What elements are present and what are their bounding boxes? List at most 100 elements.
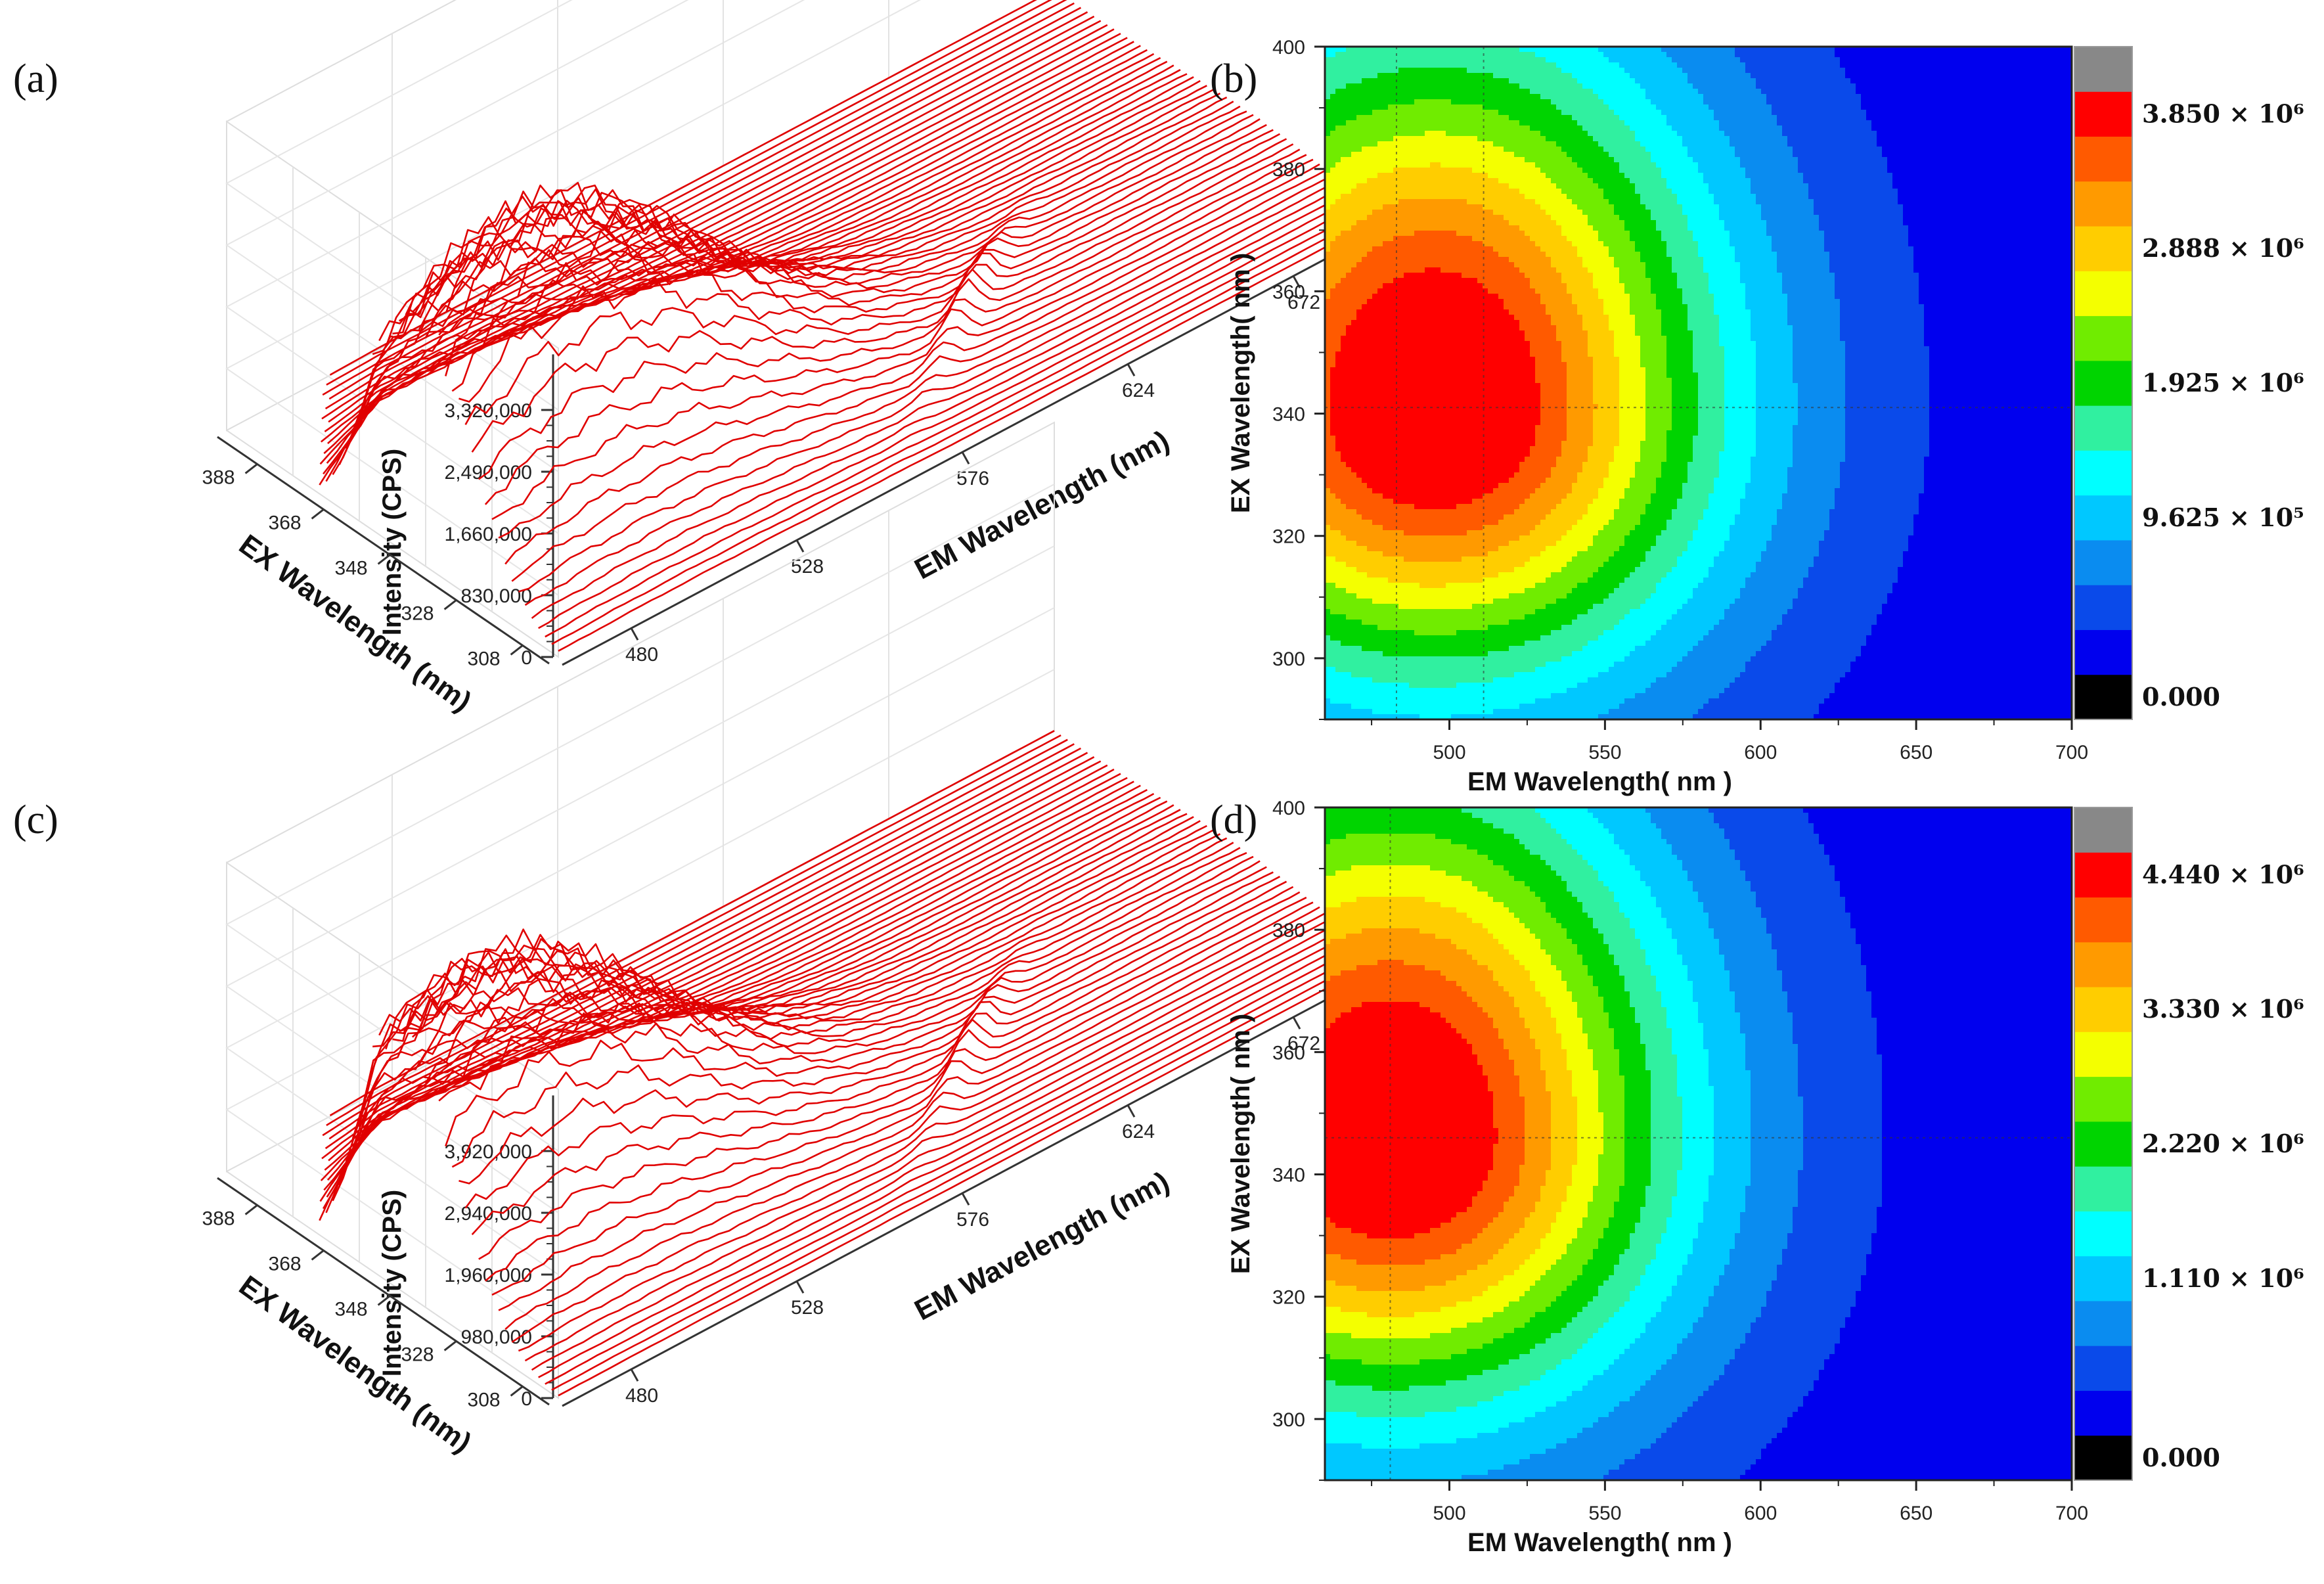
contour-cell	[1551, 1128, 1577, 1133]
contour-cell	[1588, 1202, 1614, 1207]
contour-cell	[1462, 1475, 1603, 1480]
contour-cell	[1640, 1386, 1709, 1391]
contour-cell	[1803, 1149, 1882, 1154]
contour-cell	[1582, 467, 1609, 472]
contour-cell	[1619, 1401, 1693, 1407]
contour-cell	[1467, 1323, 1525, 1328]
contour-cell	[1330, 367, 1535, 373]
contour-cell	[1519, 960, 1551, 965]
contour-cell	[1498, 1128, 1525, 1133]
contour-cell	[1640, 1275, 1677, 1280]
contour-cell	[1325, 1249, 1456, 1254]
contour-cell	[1451, 939, 1498, 944]
spectrum-trace	[551, 951, 1380, 1391]
contour-cell	[1624, 986, 1656, 991]
contour-cell	[1693, 588, 1740, 593]
contour-cell	[1346, 535, 1519, 541]
contour-cell	[1535, 425, 1567, 430]
contour-cell	[1325, 609, 1330, 614]
contour-cell	[1588, 577, 1624, 583]
contour-cell	[1635, 136, 1682, 141]
contour-cell	[1577, 1118, 1603, 1123]
contour-cell	[1567, 1286, 1598, 1291]
contour-cell	[1703, 704, 1819, 709]
contour-cell	[1409, 683, 1456, 688]
contour-cell	[1645, 509, 1672, 514]
ex-tick-mark	[443, 599, 457, 610]
contour-cell	[1540, 204, 1577, 210]
contour-cell	[1751, 320, 1787, 325]
contour-cell	[1682, 483, 1714, 488]
contour-cell	[1593, 923, 1630, 928]
panel-c: (c) 0980,0001,960,0002,940,0003,920,000I…	[13, 421, 1391, 1459]
contour-cell	[1325, 1223, 1335, 1228]
contour-cell	[1756, 892, 1840, 897]
contour-cell	[1619, 162, 1656, 168]
contour-cell	[1672, 1044, 1703, 1049]
contour-cell	[1756, 436, 1793, 441]
contour-cell	[1656, 299, 1682, 304]
contour-cell	[1462, 807, 1535, 813]
contour-cell	[1530, 451, 1561, 457]
contour-cell	[1782, 131, 1877, 136]
contour-cell	[1393, 278, 1477, 283]
contour-cell	[1325, 1007, 1351, 1012]
contour-cell	[1577, 309, 1603, 315]
contour-cell	[1451, 1354, 1519, 1359]
contour-cell	[1577, 246, 1609, 252]
contour-cell	[1388, 577, 1483, 583]
contour-cell	[1661, 330, 1693, 336]
contour-cell	[1335, 493, 1383, 499]
contour-cell	[1419, 714, 1451, 719]
contour-cell	[1624, 1107, 1651, 1112]
contour-cell	[1325, 1386, 1372, 1391]
contour-cell	[1325, 1112, 1493, 1118]
contour-cell	[1756, 902, 1845, 907]
contour-cell	[1493, 1023, 1525, 1028]
contour-cell	[1719, 210, 1761, 215]
contour-cell	[1793, 441, 1845, 446]
contour-cell	[1698, 425, 1724, 430]
contour-cell	[1751, 1107, 1803, 1112]
contour-cell	[1666, 620, 1719, 625]
contour-cell	[1714, 934, 1772, 939]
contour-cell	[1335, 1380, 1446, 1386]
contour-cell	[1698, 1007, 1735, 1012]
contour-cell	[1577, 1012, 1609, 1018]
contour-cell	[1561, 834, 1614, 839]
contour-cell	[1624, 220, 1656, 225]
contour-cell	[1740, 262, 1777, 267]
contour-cell	[1593, 436, 1619, 441]
ex-tick-label: 388	[202, 1208, 235, 1229]
contour-cell	[1756, 562, 1814, 567]
spectrum-trace	[323, 45, 1141, 475]
contour-cell	[1472, 955, 1514, 960]
contour-cell	[1714, 1291, 1766, 1296]
contour-cell	[1661, 991, 1693, 997]
contour-cell	[1577, 1123, 1603, 1128]
contour-cell	[1383, 551, 1488, 556]
contour-cell	[1567, 378, 1593, 383]
contour-cell	[1603, 478, 1630, 483]
contour-cell	[1477, 1433, 1577, 1438]
contour-cell	[1493, 488, 1535, 493]
contour-cell	[1709, 1181, 1751, 1186]
contour-cell	[1325, 1175, 1488, 1181]
contour-cell	[1672, 1207, 1703, 1212]
contour-cell	[1745, 662, 1850, 667]
contour-cell	[1682, 141, 1730, 147]
contour-cell	[1845, 425, 1929, 430]
contour-cell	[1540, 1196, 1567, 1202]
contour-cell	[1614, 1044, 1645, 1049]
contour-cell	[1787, 997, 1871, 1002]
contour-cell	[1730, 525, 1772, 530]
contour-cell	[1325, 1433, 1477, 1438]
contour-cell	[1546, 1270, 1582, 1275]
contour-cell	[1593, 383, 1619, 388]
y-tick-label: 320	[1272, 1287, 1305, 1309]
contour-cell	[1540, 409, 1567, 415]
contour-cell	[1719, 125, 1782, 131]
contour-cell	[1582, 325, 1609, 330]
contour-cell	[1598, 1107, 1624, 1112]
contour-cell	[1693, 646, 1761, 651]
